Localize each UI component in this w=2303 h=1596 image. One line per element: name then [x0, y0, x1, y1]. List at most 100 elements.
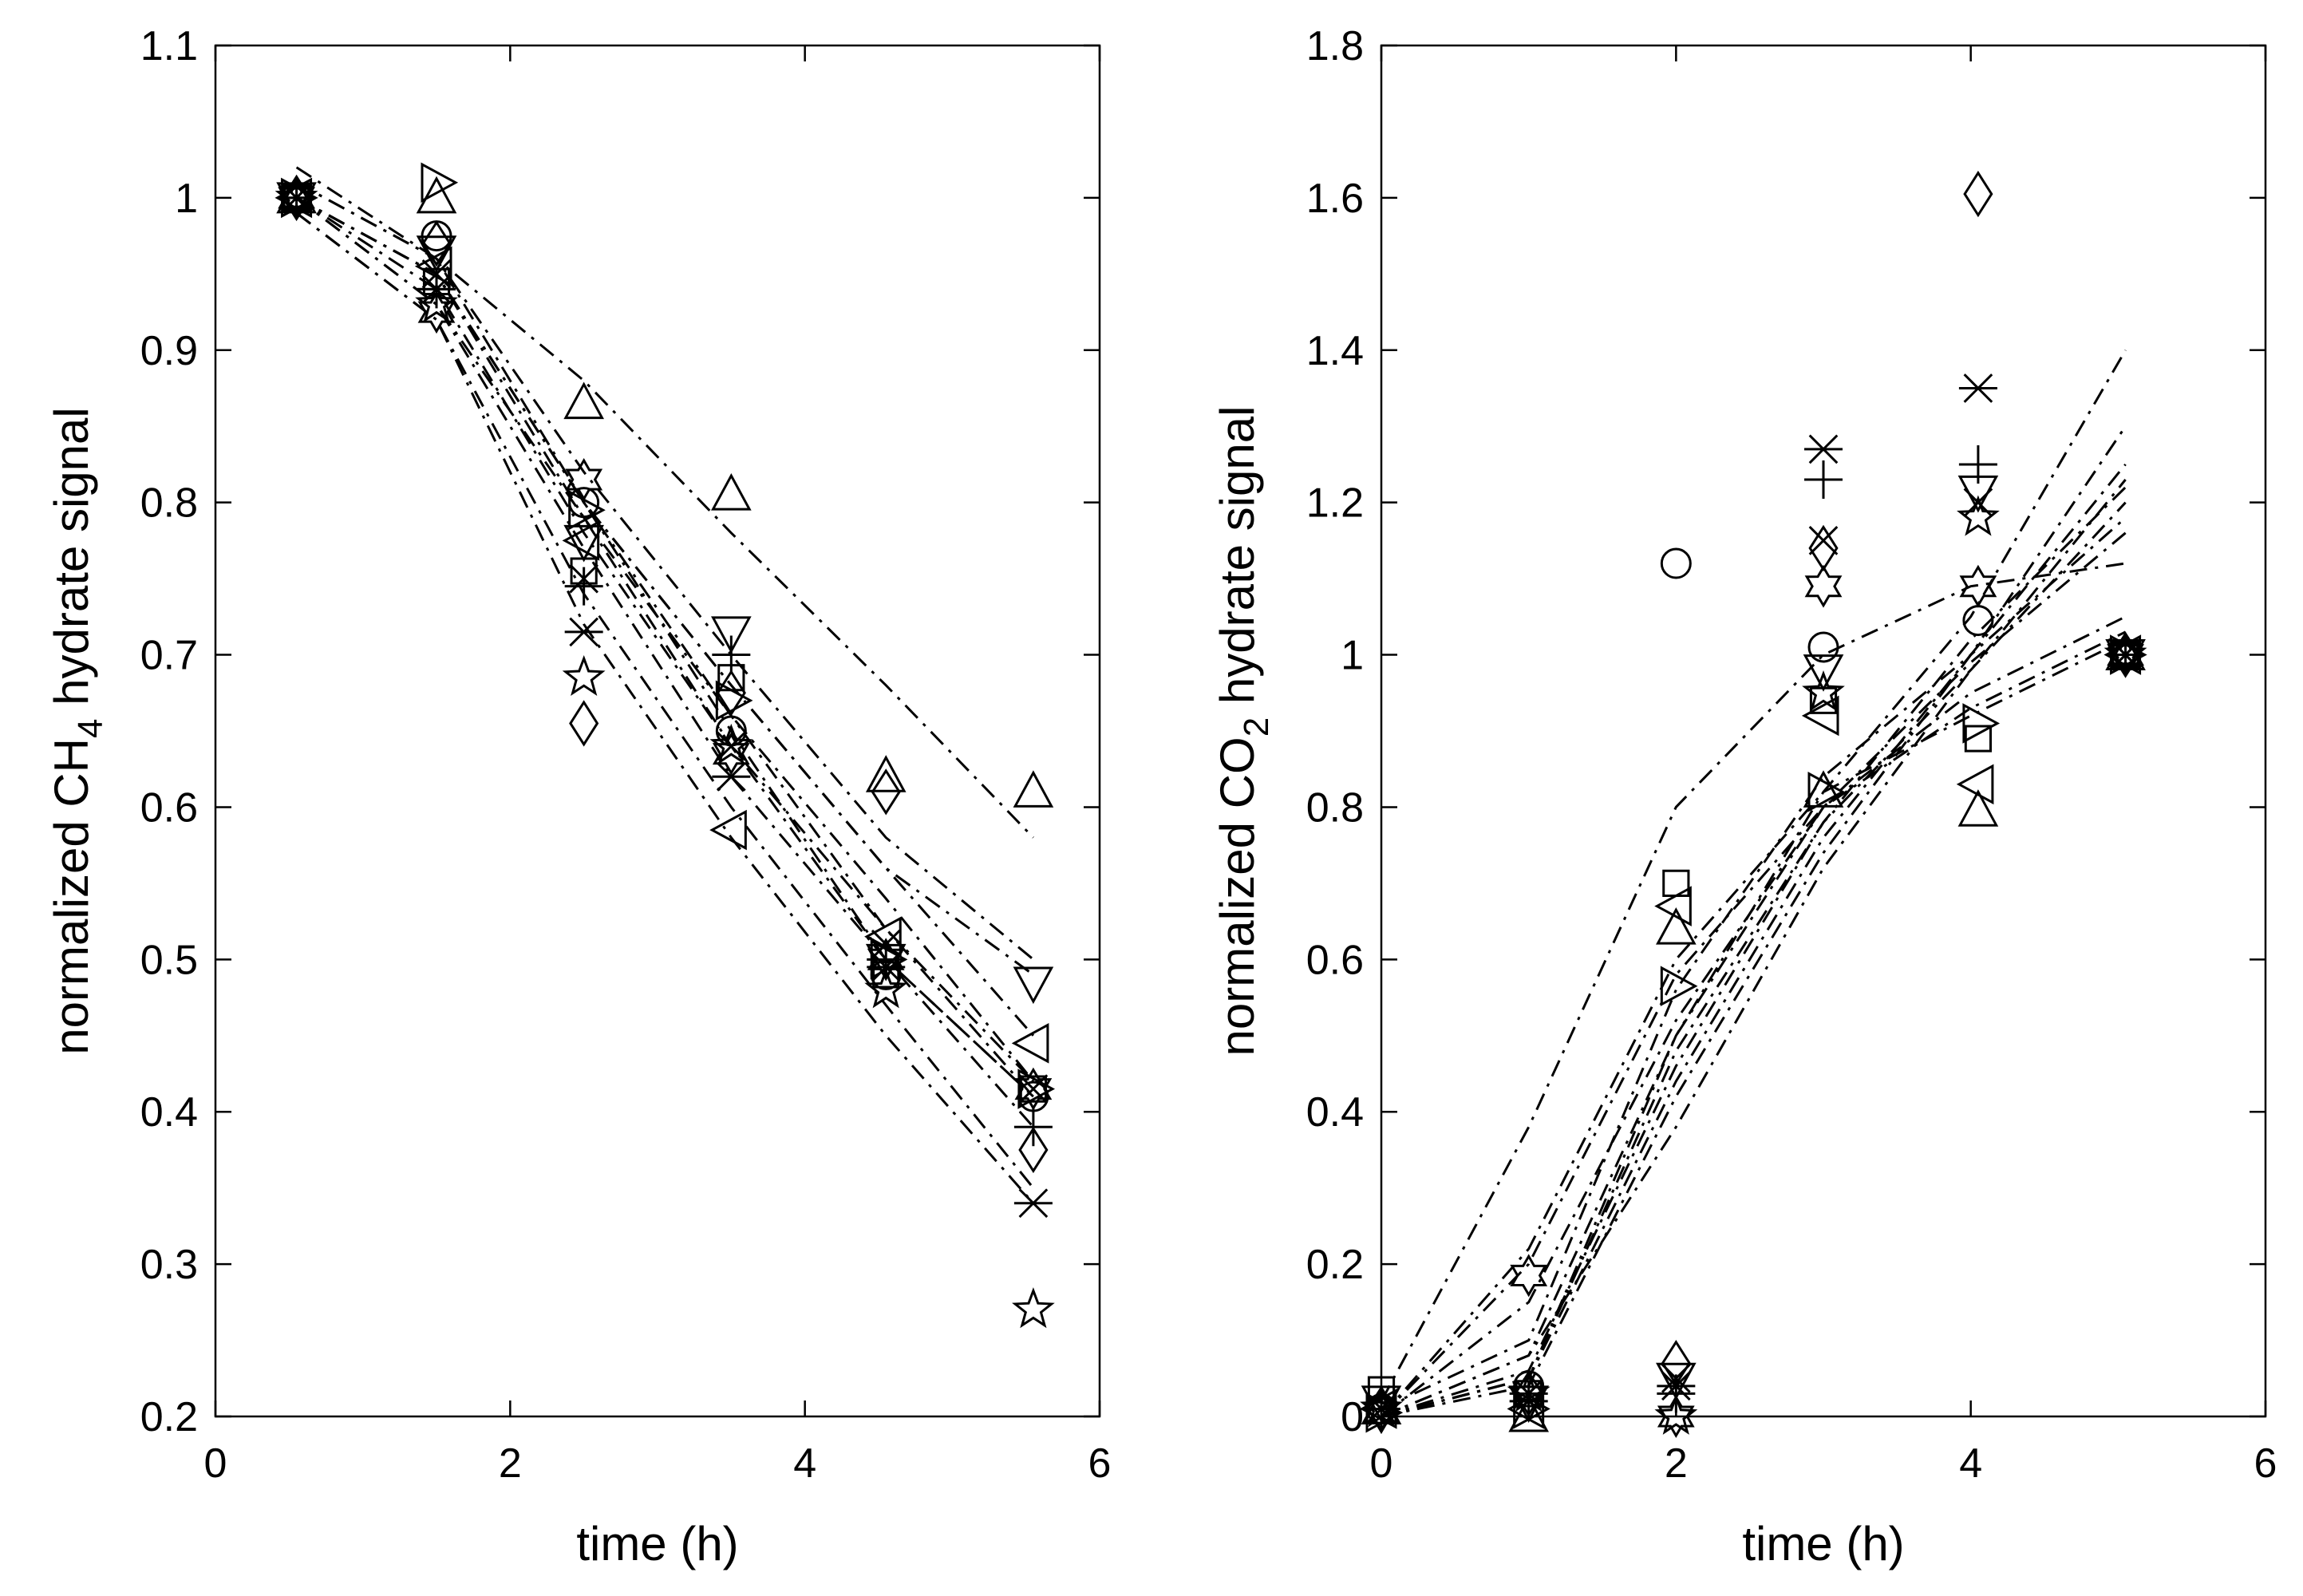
data-point-plus-4	[1958, 444, 1997, 484]
y-tick-label: 0.4	[140, 1089, 198, 1136]
data-point-asterisk-3	[712, 761, 751, 792]
data-point-triangle-up-3	[1803, 770, 1844, 808]
data-markers	[275, 162, 1056, 1329]
fit-line-triangle-up	[1380, 638, 2127, 1417]
data-point-triangle-left-2	[562, 520, 600, 561]
data-point-triangle-left-2	[1654, 886, 1692, 926]
y-tick-label: 0.5	[140, 937, 198, 983]
x-axis: 0 2 4 6	[204, 45, 1112, 1487]
x-tick-label: 4	[1959, 1440, 1982, 1487]
data-point-triangle-up-1	[416, 176, 457, 214]
data-point-asterisk-4	[1958, 373, 1997, 403]
y-tick-label: 0.8	[1306, 784, 1364, 831]
data-point-circle-3	[1807, 631, 1839, 663]
y-axis-label: normalized CO2 hydrate signal	[1211, 406, 1276, 1057]
x-tick-label: 0	[204, 1440, 227, 1487]
series-pentagram	[275, 175, 1055, 1329]
data-point-square-2	[1662, 869, 1690, 897]
data-point-diamond-4	[1963, 170, 1993, 218]
y-axis-label-suffix: hydrate signal	[1211, 406, 1264, 717]
series-hexagram	[278, 176, 1053, 1111]
chart-panel-1: 0 2 4 6 0.2 0.3 0.4 0.5 0.6 0.7 0.8 0.9 1 1.1 time (h)…	[45, 23, 1111, 1570]
y-tick-label: 0.4	[1306, 1089, 1364, 1136]
y-tick-label: 0.8	[140, 480, 198, 527]
data-point-triangle-right-2	[568, 489, 606, 531]
x-tick-label: 6	[2254, 1440, 2277, 1487]
data-point-triangle-left-3	[709, 809, 747, 851]
fit-line-triangle-left	[1380, 630, 2127, 1418]
x-axis-label: time (h)	[576, 1517, 738, 1570]
data-point-asterisk-5	[1013, 1188, 1053, 1219]
x-tick-label: 6	[1088, 1440, 1112, 1487]
y-tick-label: 1.8	[1306, 23, 1364, 69]
series-triangle-up	[1361, 633, 2146, 1432]
data-point-hexagram-4	[1959, 564, 1997, 608]
data-point-triangle-up-2	[1656, 907, 1697, 945]
fit-line-circle	[1380, 562, 2126, 1402]
y-axis: 0.2 0.3 0.4 0.5 0.6 0.7 0.8 0.9 1 1.1	[140, 23, 1100, 1440]
data-point-triangle-right-5	[1017, 1069, 1056, 1109]
fit-lines	[295, 166, 1035, 1204]
data-point-plus-1	[417, 270, 456, 309]
data-point-triangle-right-2	[1660, 966, 1698, 1007]
data-point-hexagram-4	[867, 938, 905, 982]
y-axis-label-subscript: 2	[1237, 717, 1276, 737]
y-tick-label: 0.6	[140, 784, 198, 831]
data-point-pentagram-5	[1012, 1287, 1055, 1329]
y-tick-label: 1.6	[1306, 176, 1364, 222]
data-point-pentagram-5	[2104, 632, 2147, 674]
y-tick-label: 0.9	[140, 328, 198, 374]
data-point-hexagram-1	[1510, 1254, 1548, 1298]
y-axis-label-main: normalized CO	[1211, 737, 1264, 1056]
fit-line-x-cross	[1381, 501, 2127, 1418]
data-point-pentagram-3	[1802, 670, 1845, 712]
data-point-hexagram-5	[1014, 1067, 1053, 1111]
data-point-asterisk-2	[564, 617, 603, 647]
data-point-pentagram-1	[415, 282, 458, 323]
data-point-hexagram-2	[1657, 1395, 1695, 1438]
data-point-hexagram-1	[417, 290, 456, 334]
data-point-triangle-right-4	[1962, 703, 2001, 744]
data-point-triangle-up-2	[563, 381, 604, 420]
data-point-hexagram-5	[2107, 633, 2144, 677]
fit-lines	[1380, 350, 2127, 1418]
data-point-triangle-left-4	[1956, 764, 1994, 805]
fit-line-triangle-up	[295, 181, 1034, 839]
data-point-triangle-up-4	[1957, 789, 1999, 827]
y-tick-label: 0.7	[140, 633, 198, 679]
fit-line-square	[295, 196, 1035, 1082]
data-point-x-cross-2	[569, 563, 599, 594]
fit-line-square	[1381, 463, 2127, 1410]
data-point-plus-3	[1804, 460, 1843, 500]
y-tick-label: 0.2	[140, 1394, 198, 1440]
fit-line-triangle-right	[1381, 615, 2127, 1418]
plot-frame	[214, 44, 1101, 1418]
data-point-plus-2	[564, 567, 603, 606]
data-point-x-cross-2	[1661, 1363, 1691, 1393]
data-point-triangle-down-2	[1656, 1362, 1697, 1400]
data-point-hexagram-2	[565, 458, 603, 501]
data-point-pentagram-1	[1507, 1371, 1550, 1412]
data-point-x-cross-4	[871, 929, 901, 959]
data-point-triangle-right-3	[1807, 772, 1846, 812]
data-point-pentagram-3	[709, 723, 753, 764]
y-axis-label-main: normalized CH	[45, 738, 98, 1055]
y-tick-label: 0.3	[140, 1242, 198, 1288]
y-axis-label-suffix: hydrate signal	[45, 407, 98, 718]
data-point-triangle-right-1	[421, 162, 459, 203]
fit-line-asterisk	[1381, 425, 2127, 1418]
data-point-triangle-up-4	[865, 755, 907, 792]
data-point-diamond-1	[421, 219, 452, 267]
x-tick-label: 2	[499, 1440, 522, 1487]
y-tick-label: 0	[1341, 1394, 1364, 1440]
data-point-circle-2	[1660, 547, 1692, 579]
data-point-x-cross-3	[1808, 526, 1839, 555]
fit-line-pentagram	[1381, 479, 2127, 1418]
data-point-triangle-up-3	[711, 472, 752, 511]
data-point-triangle-down-3	[1803, 654, 1844, 692]
data-point-hexagram-0	[278, 176, 315, 219]
series-pentagram	[1360, 495, 2147, 1435]
data-point-hexagram-3	[712, 732, 750, 776]
